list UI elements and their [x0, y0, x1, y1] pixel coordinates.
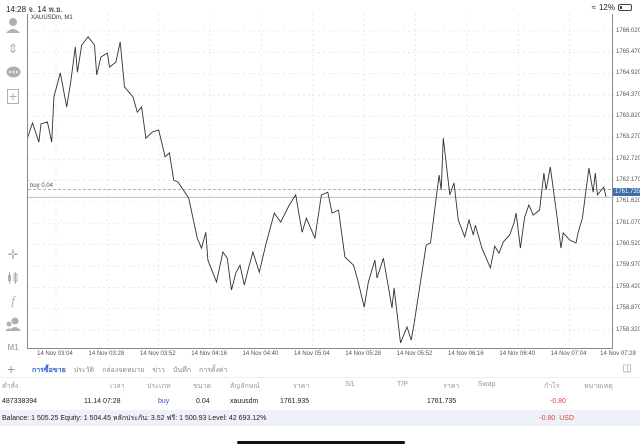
tab-mailbox[interactable]: กล่องจดหมาย: [102, 367, 145, 374]
price-tick-label: 1764.370: [616, 91, 640, 98]
col-size: ขนาด: [193, 383, 212, 390]
time-tick-label: 14 Nov 05:04: [293, 351, 330, 357]
col-open-price: ราคา: [293, 383, 310, 390]
price-tick-label: 1758.870: [616, 305, 640, 312]
price-tick-label: 1763.820: [616, 112, 640, 119]
time-tick-label: 14 Nov 03:52: [139, 351, 176, 357]
terminal-tabs: + การซื้อขาย ประวัติ กล่องจดหมาย ข่าว บั…: [0, 360, 640, 378]
price-tick-label: 1765.470: [616, 48, 640, 55]
col-order: คำสั่ง: [2, 383, 19, 390]
tab-history[interactable]: ประวัติ: [73, 367, 95, 374]
col-price: ราคา: [443, 383, 460, 390]
price-tick-label: 1766.020: [616, 27, 640, 34]
col-comment: หมายเหตุ: [584, 383, 613, 390]
home-indicator[interactable]: [237, 441, 405, 444]
status-bar: 14:28 จ. 14 พ.ย. ≈ 12%: [0, 0, 640, 14]
clock: 14:28: [6, 5, 27, 14]
tab-trade[interactable]: การซื้อขาย: [32, 367, 66, 374]
col-sl: S/L: [345, 381, 356, 388]
battery-percent: 12%: [598, 3, 615, 12]
people-icon[interactable]: [4, 315, 22, 333]
status-right: ≈ 12%: [592, 3, 632, 12]
date: จ. 14 พ.ย.: [28, 5, 63, 14]
price-chart[interactable]: [25, 14, 622, 349]
wifi-icon: ≈: [591, 3, 596, 12]
col-type: ประเภท: [147, 383, 171, 390]
chart-svg: [25, 14, 622, 349]
candlestick-icon[interactable]: [4, 269, 22, 287]
col-profit: กำไร: [544, 383, 560, 390]
add-icon[interactable]: +: [7, 361, 16, 377]
time-tick-label: 14 Nov 07:28: [600, 351, 636, 357]
crosshair-icon[interactable]: ✛: [7, 247, 19, 262]
chat-icon[interactable]: [4, 63, 22, 81]
price-tick-label: 1763.270: [616, 134, 640, 141]
user-icon[interactable]: [4, 16, 22, 34]
price-tick-label: 1762.170: [616, 177, 640, 184]
balance-text: Balance: 1 505.25 Equity: 1 504.45 หลักป…: [2, 414, 267, 422]
time-tick-label: 14 Nov 07:04: [550, 351, 587, 357]
tab-journal[interactable]: บันทึก: [172, 367, 191, 374]
col-symbol: สัญลักษณ์: [230, 383, 260, 390]
price-tick-label: 1761.620: [616, 198, 640, 205]
price-line: [25, 36, 607, 344]
total-profit: -0.80: [539, 414, 556, 422]
function-icon[interactable]: f: [11, 293, 15, 308]
timeframe-button[interactable]: M1: [7, 342, 19, 352]
tab-news[interactable]: ข่าว: [152, 367, 165, 374]
order-id: 487338394: [2, 398, 38, 405]
account-summary: Balance: 1 505.25 Equity: 1 504.45 หลักป…: [0, 410, 640, 426]
order-symbol: xauusdm: [230, 398, 259, 405]
time-tick-label: 14 Nov 06:16: [448, 351, 484, 357]
price-tick-label: 1760.520: [616, 241, 640, 248]
col-time: เวลา: [110, 383, 125, 390]
status-time: 14:28 จ. 14 พ.ย.: [6, 3, 63, 16]
current-price-label: 1761.735: [613, 188, 640, 196]
buy-line-label: buy 0.04: [30, 183, 54, 189]
trade-arrows-icon[interactable]: ⇕: [7, 41, 19, 56]
col-tp: T/P: [397, 381, 408, 388]
summary-profit-group: -0.80 USD: [531, 415, 574, 422]
tab-settings[interactable]: การตั้งค่า: [198, 367, 228, 374]
time-tick-label: 14 Nov 04:16: [191, 351, 227, 357]
col-swap: Swap: [478, 381, 496, 388]
currency: USD: [559, 414, 574, 422]
order-size: 0.04: [196, 398, 210, 405]
order-profit: -0.80: [550, 398, 566, 405]
order-price: 1761.735: [427, 398, 457, 405]
battery-icon: [618, 4, 632, 11]
new-document-icon[interactable]: [4, 87, 22, 105]
time-tick-label: 14 Nov 04:40: [242, 351, 279, 357]
time-tick-label: 14 Nov 05:28: [345, 351, 382, 357]
chart-toolbar: ⇕ ✛ f M1: [0, 14, 26, 354]
price-tick-label: 1759.420: [616, 283, 640, 290]
time-tick-label: 14 Nov 03:28: [88, 351, 125, 357]
tab-list: การซื้อขาย ประวัติ กล่องจดหมาย ข่าว บันท…: [32, 365, 227, 376]
layout-toggle-icon[interactable]: ◫: [622, 363, 632, 374]
price-tick-label: 1762.720: [616, 155, 640, 162]
order-open-price: 1761.935: [280, 398, 310, 405]
price-tick-label: 1758.320: [616, 326, 640, 333]
order-type: buy: [158, 398, 170, 405]
table-header: คำสั่ง เวลา ประเภท ขนาด สัญลักษณ์ ราคา S…: [2, 381, 617, 392]
chart-symbol-label: XAUUSDm, M1: [31, 15, 73, 21]
price-tick-label: 1761.070: [616, 219, 640, 226]
time-tick-label: 14 Nov 03:04: [37, 351, 73, 357]
time-tick-label: 14 Nov 05:52: [396, 351, 433, 357]
price-tick-label: 1764.920: [616, 70, 640, 77]
price-tick-label: 1759.970: [616, 262, 640, 269]
time-tick-label: 14 Nov 06:40: [499, 351, 536, 357]
order-time: 11.14 07:28: [84, 398, 121, 405]
